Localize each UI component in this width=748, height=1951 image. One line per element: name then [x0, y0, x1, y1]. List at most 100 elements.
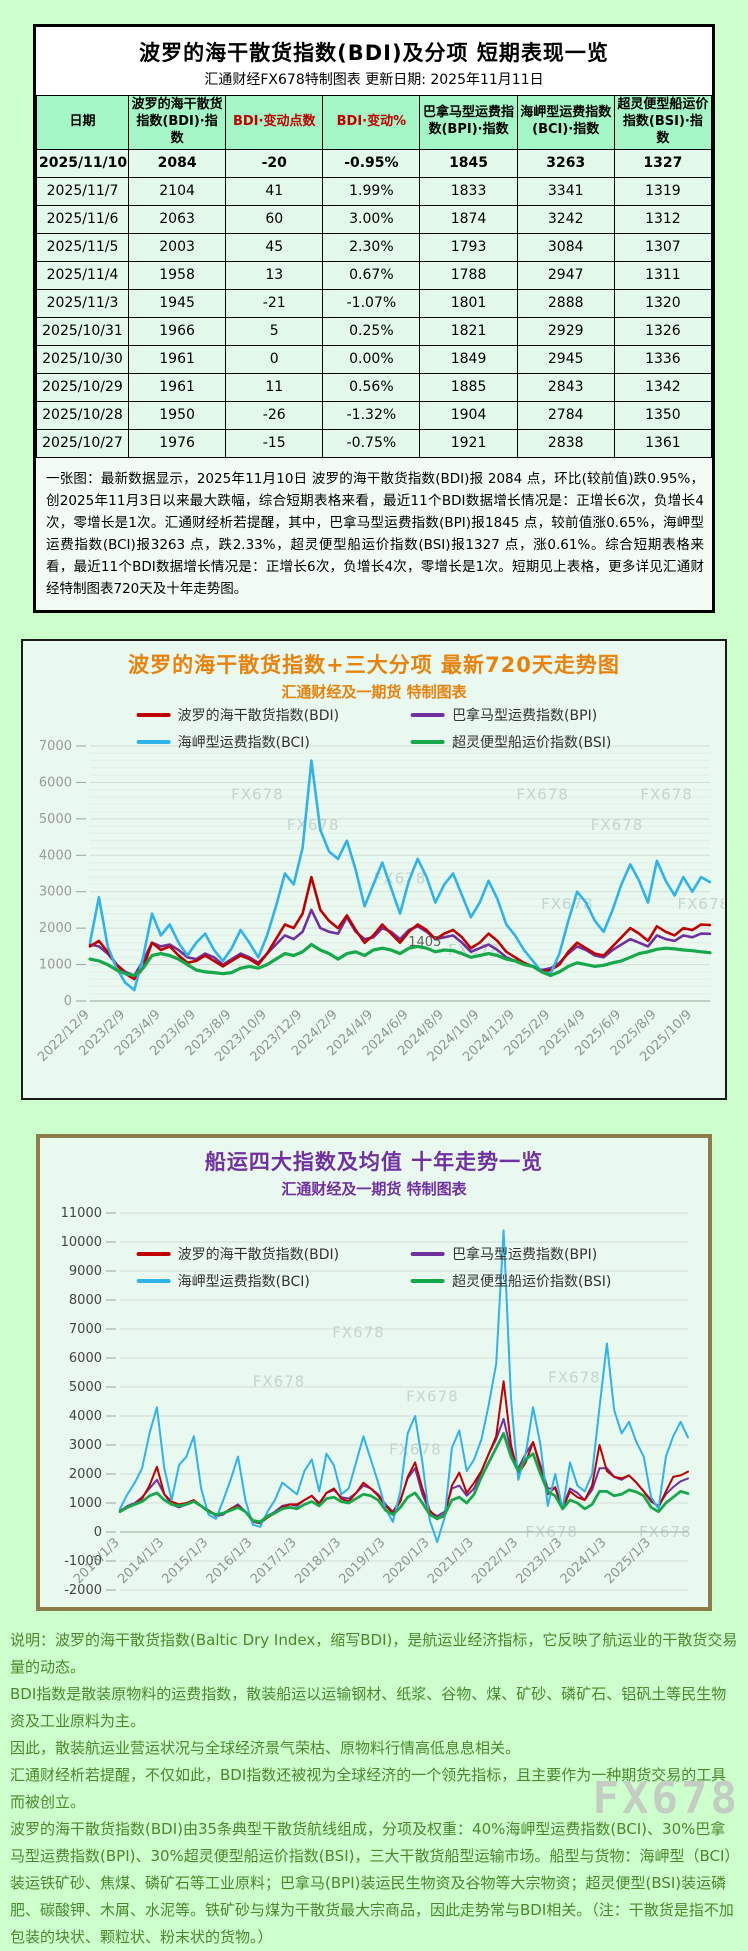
col-header-change-pct: BDI·变动% [322, 95, 421, 150]
svg-text:2000: 2000 [69, 1467, 102, 1482]
footer-line: 汇通财经析若提醒，不仅如此，BDI指数还被视为全球经济的一个领先指标，且主要作为… [10, 1765, 727, 1811]
legend-label: 波罗的海干散货指数(BDI) [177, 1246, 340, 1263]
footer-line: 说明：波罗的海干散货指数(Baltic Dry Index，缩写BDI)，是航运… [10, 1630, 738, 1676]
chart-720-title: 波罗的海干散货指数+三大分项 最新720天走势图 [128, 652, 620, 677]
legend-swatch [411, 739, 446, 744]
col-header-change-points: BDI·变动点数 [225, 95, 324, 150]
svg-text:5000: 5000 [69, 1380, 102, 1395]
chart-720-legend: 波罗的海干散货指数(BDI) 巴拿马型运费指数(BPI) 海岬型运费指数(BCI) 超… [136, 705, 611, 752]
svg-text:FX678: FX678 [406, 1387, 459, 1405]
svg-text:FX678: FX678 [231, 785, 284, 803]
svg-text:FX678: FX678 [374, 869, 427, 887]
svg-text:FX678: FX678 [287, 816, 340, 834]
footer-notes: 说明：波罗的海干散货指数(Baltic Dry Index，缩写BDI)，是航运… [0, 1627, 748, 1951]
bdi-summary-panel: 波罗的海干散货指数(BDI)及分项 短期表现一览 汇通财经FX678特制图表 更… [33, 24, 715, 613]
legend-swatch [136, 712, 171, 717]
svg-text:2000: 2000 [39, 921, 72, 936]
svg-text:6000: 6000 [39, 775, 72, 790]
svg-text:0: 0 [94, 1525, 102, 1540]
table-row: 2025/10/30 1961 0 0.00% 1849 2945 1336 [36, 344, 713, 374]
chart-720-subtitle: 汇通财经及一期货 特制图表 [281, 682, 467, 701]
legend-item: 波罗的海干散货指数(BDI) [136, 705, 340, 725]
legend-item: 巴拿马型运费指数(BPI) [411, 705, 611, 725]
legend-label: 超灵便型船运价指数(BSI) [452, 734, 612, 751]
svg-text:1000: 1000 [69, 1496, 102, 1511]
svg-text:1405: 1405 [408, 934, 441, 949]
legend-label: 海岬型运费指数(BCI) [177, 1273, 310, 1290]
table-row: 2025/11/7 2104 41 1.99% 1833 3341 1319 [36, 176, 713, 206]
col-header-bpi: 巴拿马型运费指数(BPI)·指数 [419, 95, 518, 150]
svg-text:6000: 6000 [69, 1351, 102, 1366]
svg-text:8000: 8000 [69, 1293, 102, 1308]
svg-text:FX678: FX678 [640, 785, 693, 803]
svg-text:FX678: FX678 [591, 816, 644, 834]
legend-item: 海岬型运费指数(BCI) [136, 1271, 339, 1291]
bdi-table-body: 2025/11/10 2084 -20 -0.95% 1845 3263 1327 2025/… [36, 148, 713, 458]
chart-720-panel: 波罗的海干散货指数+三大分项 最新720天走势图 汇通财经及一期货 特制图表 波… [21, 638, 727, 1100]
legend-item: 海岬型运费指数(BCI) [136, 732, 339, 752]
table-row: 2025/10/29 1961 11 0.56% 1885 2843 1342 [36, 372, 713, 402]
svg-text:0: 0 [64, 994, 72, 1009]
svg-text:1000: 1000 [39, 957, 72, 972]
svg-text:FX678: FX678 [525, 1523, 578, 1541]
bdi-table: 日期 波罗的海干散货指数(BDI)·指数 BDI·变动点数 BDI·变动% 巴拿… [36, 95, 713, 458]
legend-item: 超灵便型船运价指数(BSI) [411, 1271, 611, 1291]
svg-text:FX678: FX678 [332, 1323, 385, 1341]
svg-text:FX678: FX678 [389, 1440, 442, 1458]
legend-swatch [136, 1278, 171, 1283]
col-header-bsi: 超灵便型船运价指数(BSI)·指数 [613, 95, 713, 150]
footer-line: BDI指数是散装原物料的运费指数，散装船运以运输钢材、纸浆、谷物、煤、矿砂、磷矿… [10, 1684, 727, 1730]
chart-10y-plot: -2000 -1000 0 1000 2000 3000 4000 5000 6000 7000 8… [61, 1206, 692, 1598]
page-subtitle: 汇通财经FX678特制图表 更新日期: 2025年11月11日 [204, 72, 544, 88]
table-row: 2025/11/10 2084 -20 -0.95% 1845 3263 1327 [36, 148, 713, 178]
table-row: 2025/11/4 1958 13 0.67% 1788 2947 1311 [36, 260, 713, 290]
chart-10y-legend: 波罗的海干散货指数(BDI) 巴拿马型运费指数(BPI) 海岬型运费指数(BCI) 超… [136, 1244, 611, 1291]
page-title: 波罗的海干散货指数(BDI)及分项 短期表现一览 [139, 41, 609, 65]
table-row: 2025/10/28 1950 -26 -1.32% 1904 2784 1350 [36, 400, 713, 430]
legend-item: 波罗的海干散货指数(BDI) [136, 1244, 340, 1264]
svg-text:FX678: FX678 [639, 1523, 692, 1541]
svg-text:10000: 10000 [61, 1235, 102, 1250]
svg-text:9000: 9000 [69, 1264, 102, 1279]
svg-text:FX678: FX678 [541, 895, 594, 913]
chart-10y-subtitle: 汇通财经及一期货 特制图表 [281, 1179, 467, 1198]
chart-10y-panel: 船运四大指数及均值 十年走势一览 汇通财经及一期货 特制图表 波罗的海干散货指数… [36, 1133, 712, 1611]
svg-text:FX678: FX678 [548, 1368, 601, 1386]
svg-text:-2000: -2000 [64, 1583, 102, 1598]
svg-text:FX678: FX678 [678, 895, 724, 913]
legend-label: 海岬型运费指数(BCI) [177, 734, 310, 751]
svg-text:3000: 3000 [39, 884, 72, 899]
footer-line: 因此，散装航运业营运状况与全球经济景气荣枯、原物料行情高低息息相关。 [10, 1738, 521, 1757]
svg-text:5000: 5000 [39, 812, 72, 827]
page: 波罗的海干散货指数(BDI)及分项 短期表现一览 汇通财经FX678特制图表 更… [0, 24, 748, 1951]
legend-label: 巴拿马型运费指数(BPI) [452, 707, 598, 724]
col-header-bci: 海岬型运费指数(BCI)·指数 [516, 95, 615, 150]
summary-text: 一张图：最新数据显示，2025年11月10日 波罗的海干散货指数(BDI)报 2… [36, 457, 712, 610]
legend-swatch [411, 1278, 446, 1283]
svg-text:3000: 3000 [69, 1438, 102, 1453]
legend-label: 波罗的海干散货指数(BDI) [177, 707, 340, 724]
legend-swatch [136, 1251, 171, 1256]
legend-swatch [136, 739, 171, 744]
legend-swatch [411, 712, 446, 717]
fx678-watermark: FX678 [592, 1772, 740, 1824]
table-header-row: 日期 波罗的海干散货指数(BDI)·指数 BDI·变动点数 BDI·变动% 巴拿… [36, 95, 713, 150]
svg-text:7000: 7000 [39, 739, 72, 754]
svg-text:FX678: FX678 [253, 1372, 306, 1390]
legend-label: 超灵便型船运价指数(BSI) [452, 1273, 612, 1290]
table-row: 2025/11/6 2063 60 3.00% 1874 3242 1312 [36, 204, 713, 234]
svg-text:-1000: -1000 [64, 1554, 102, 1569]
svg-text:7000: 7000 [69, 1322, 102, 1337]
footer-line: 波罗的海干散货指数(BDI)由35条典型干散货航线组成，分项及权重：40%海岬型… [10, 1819, 740, 1946]
legend-label: 巴拿马型运费指数(BPI) [452, 1246, 598, 1263]
svg-text:4000: 4000 [39, 848, 72, 863]
legend-swatch [411, 1251, 446, 1256]
legend-item: 超灵便型船运价指数(BSI) [411, 732, 611, 752]
chart-10y-title: 船运四大指数及均值 十年走势一览 [204, 1149, 544, 1174]
table-row: 2025/10/27 1976 -15 -0.75% 1921 2838 1361 [36, 428, 713, 458]
legend-item: 巴拿马型运费指数(BPI) [411, 1244, 611, 1264]
svg-text:4000: 4000 [69, 1409, 102, 1424]
table-row: 2025/11/5 2003 45 2.30% 1793 3084 1307 [36, 232, 713, 262]
col-header-date: 日期 [36, 95, 129, 150]
